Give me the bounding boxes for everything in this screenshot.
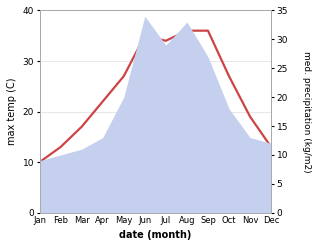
Y-axis label: med. precipitation (kg/m2): med. precipitation (kg/m2) <box>302 51 311 172</box>
Y-axis label: max temp (C): max temp (C) <box>7 78 17 145</box>
X-axis label: date (month): date (month) <box>119 230 191 240</box>
